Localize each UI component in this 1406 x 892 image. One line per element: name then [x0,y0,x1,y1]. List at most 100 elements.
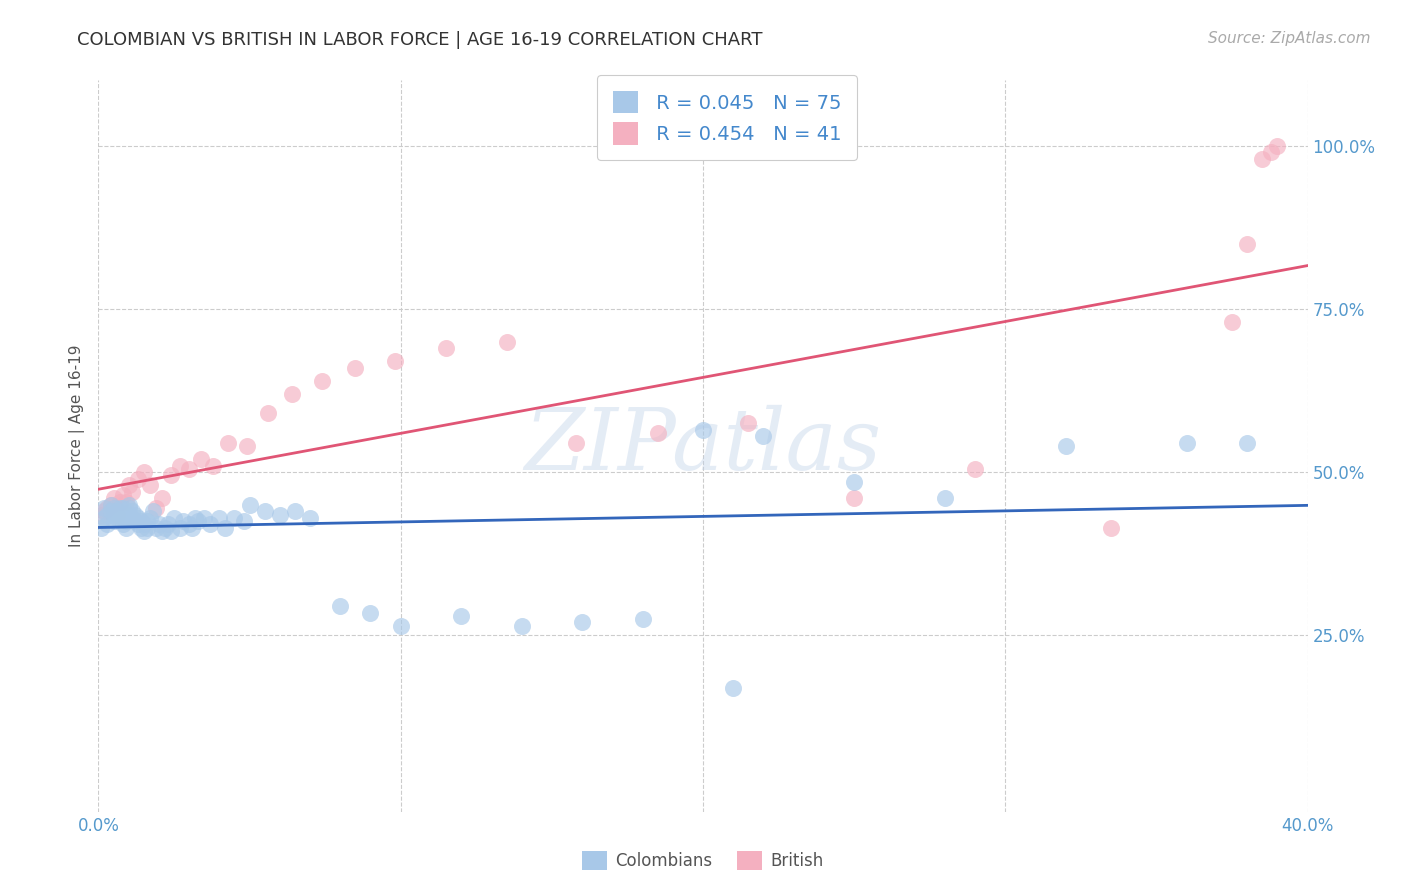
Point [156,517,179,532]
Point [187,514,209,528]
Point [127,511,149,525]
Point [692,423,714,437]
Point [121,504,143,518]
Text: Source: ZipAtlas.com: Source: ZipAtlas.com [1208,31,1371,46]
Point [103,514,125,528]
Point [139,478,162,492]
Point [1175,435,1198,450]
Point [129,514,152,528]
Point [631,612,654,626]
Point [103,501,125,516]
Point [160,468,183,483]
Point [571,615,593,630]
Point [96,501,118,516]
Point [253,504,276,518]
Point [145,521,167,535]
Point [329,599,352,613]
Legend: Colombians, British: Colombians, British [575,844,831,877]
Point [224,511,246,525]
Point [150,524,173,538]
Point [1220,315,1243,329]
Point [235,439,257,453]
Point [1099,521,1122,535]
Point [389,618,412,632]
Point [153,521,176,535]
Point [90,521,112,535]
Point [121,484,143,499]
Point [450,608,472,623]
Point [1236,435,1258,450]
Point [565,435,588,450]
Point [184,511,207,525]
Point [132,524,155,538]
Point [135,521,157,535]
Point [752,429,775,443]
Point [103,491,125,506]
Point [105,508,128,522]
Point [256,406,278,420]
Point [93,504,115,518]
Point [934,491,956,506]
Point [124,514,146,528]
Point [90,508,112,522]
Point [108,508,131,522]
Point [108,501,131,516]
Point [121,511,143,525]
Point [145,501,167,516]
Point [510,618,533,632]
Point [299,511,322,525]
Point [1236,236,1258,251]
Y-axis label: In Labor Force | Age 16-19: In Labor Force | Age 16-19 [69,344,84,548]
Point [269,508,291,522]
Point [647,425,669,440]
Point [1267,138,1289,153]
Point [208,511,231,525]
Point [111,488,134,502]
Point [96,517,118,532]
Point [114,514,136,528]
Point [214,521,236,535]
Point [1251,152,1274,166]
Point [190,452,212,467]
Point [129,521,152,535]
Point [434,341,457,355]
Point [118,478,141,492]
Point [93,501,115,516]
Point [1054,439,1077,453]
Point [105,504,128,518]
Point [1260,145,1282,160]
Text: ZIPatlas: ZIPatlas [524,405,882,487]
Point [163,511,186,525]
Point [135,514,157,528]
Point [181,521,204,535]
Point [93,511,115,525]
Point [108,494,131,508]
Point [132,517,155,532]
Point [281,386,304,401]
Point [111,511,134,525]
Text: COLOMBIAN VS BRITISH IN LABOR FORCE | AGE 16-19 CORRELATION CHART: COLOMBIAN VS BRITISH IN LABOR FORCE | AG… [77,31,763,49]
Point [311,374,333,388]
Point [105,511,128,525]
Point [132,465,155,479]
Point [103,508,125,522]
Point [217,435,239,450]
Point [111,501,134,516]
Point [114,521,136,535]
Point [965,462,987,476]
Point [100,504,122,518]
Point [124,508,146,522]
Point [844,475,866,489]
Point [111,517,134,532]
Point [179,462,201,476]
Point [384,354,406,368]
Point [239,498,262,512]
Point [723,681,745,695]
Point [118,501,141,516]
Point [100,498,122,512]
Point [139,511,162,525]
Point [179,517,201,532]
Point [844,491,866,506]
Point [100,498,122,512]
Point [150,491,173,506]
